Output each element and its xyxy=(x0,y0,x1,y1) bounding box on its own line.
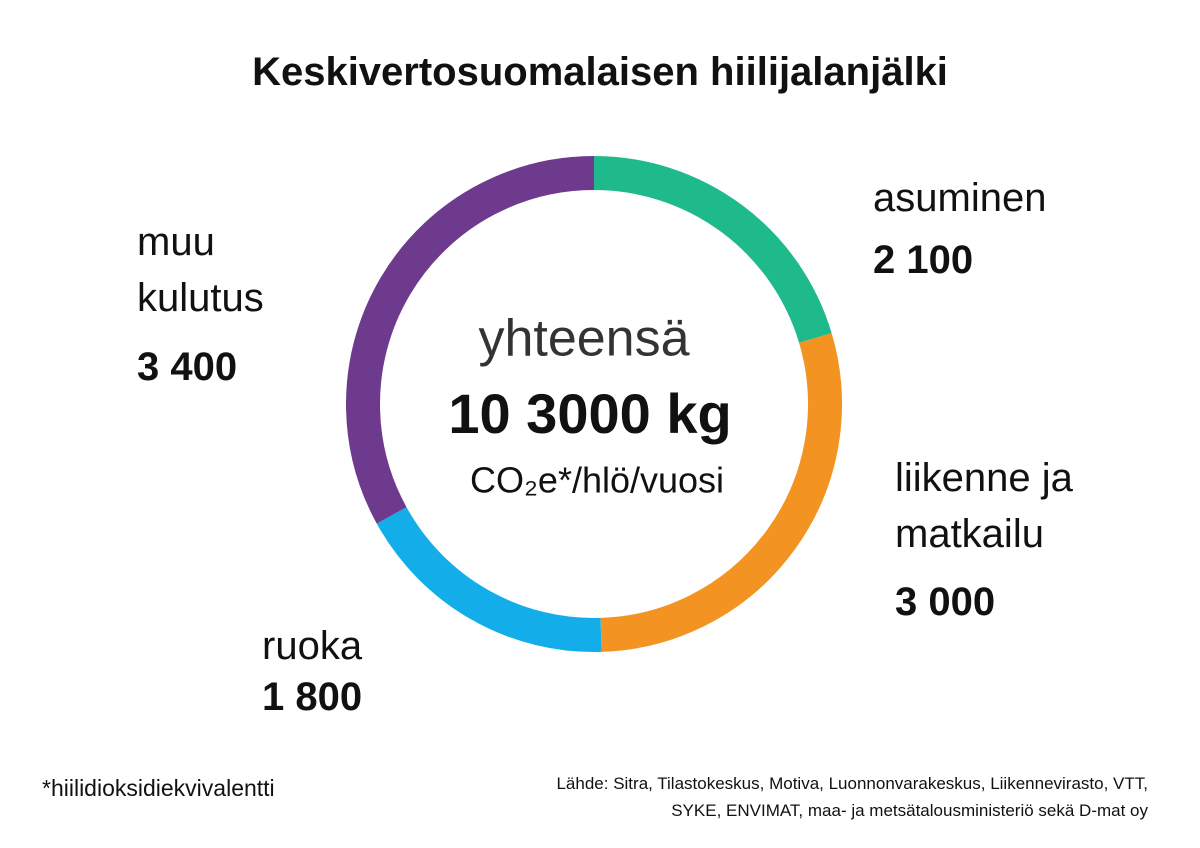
center-label: yhteensä xyxy=(478,310,689,368)
segment-label: ruoka xyxy=(262,624,363,668)
center-unit: CO₂e*/hlö/vuosi xyxy=(470,460,724,501)
source: Lähde: Sitra, Tilastokeskus, Motiva, Luo… xyxy=(556,774,1148,820)
value-label: 1 800 xyxy=(262,675,363,719)
donut-segment xyxy=(593,156,832,344)
donut-segment xyxy=(600,333,842,652)
footnote: *hiilidioksidiekvivalentti xyxy=(42,775,275,801)
donut-segment xyxy=(346,156,595,524)
value-label: 3 400 xyxy=(137,345,238,389)
center-total: 10 3000 kg xyxy=(448,382,731,445)
chart-title: Keskivertosuomalaisen hiilijalanjälki xyxy=(252,50,948,94)
donut-segment xyxy=(376,507,602,652)
value-label: 2 100 xyxy=(873,238,974,282)
segment-label: asuminen xyxy=(873,176,1047,220)
segment-label: muu kulutus xyxy=(137,220,264,320)
segment-label: liikenne ja matkailu xyxy=(895,456,1073,556)
value-label: 3 000 xyxy=(895,580,996,624)
